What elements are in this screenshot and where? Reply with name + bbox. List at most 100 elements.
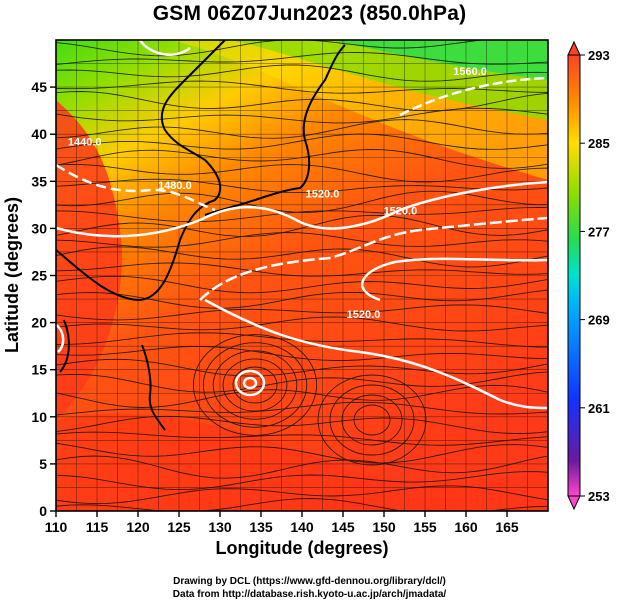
streamline-vortex — [222, 358, 288, 412]
colorbar-min-arrow — [567, 495, 581, 511]
x-axis-title: Longitude (degrees) — [215, 538, 388, 558]
footer-credit-drawing: Drawing by DCL (https://www.gfd-dennou.o… — [173, 576, 446, 587]
streamline-eddy — [317, 374, 427, 466]
colorbar-ticks: 293 285 277 269 261 253 — [580, 48, 610, 504]
contour-1560 — [399, 76, 548, 117]
streamline — [56, 304, 548, 321]
streamline — [56, 133, 548, 150]
x-tick-label: 145 — [331, 519, 355, 535]
x-tick-label: 125 — [167, 519, 191, 535]
streamline-vortex — [202, 342, 308, 428]
streamline-vortex — [212, 350, 298, 420]
y-tick-label: 35 — [31, 173, 47, 189]
x-tick-label: 165 — [495, 519, 519, 535]
colorbar-max-arrow — [567, 40, 581, 56]
colorbar-tick-label: 277 — [588, 224, 610, 239]
y-tick-label: 45 — [31, 79, 47, 95]
y-tick-label: 25 — [31, 268, 47, 284]
contour-label: 1520.0 — [347, 309, 381, 321]
streamline — [56, 262, 548, 277]
streamline — [56, 346, 548, 361]
streamline — [56, 40, 548, 57]
footer-credit-data: Data from http://database.rish.kyoto-u.a… — [172, 589, 447, 600]
contour-1440 — [56, 163, 216, 212]
x-tick-label: 160 — [454, 519, 478, 535]
coastline-japan — [204, 44, 346, 216]
streamline — [56, 415, 548, 434]
x-tick-label: 155 — [413, 519, 437, 535]
coastline-asia — [56, 40, 226, 302]
colorbar-tick-label: 285 — [588, 136, 610, 151]
colorbar: 293 285 277 269 261 253 — [567, 40, 610, 511]
x-tick-label: 150 — [372, 519, 396, 535]
coastlines — [56, 40, 346, 431]
coastline-hainan — [59, 319, 70, 373]
contour-1520-south — [204, 298, 548, 410]
streamline — [56, 246, 548, 268]
warm-region-west — [56, 100, 122, 420]
contour-labels: 1440.0 1480.0 1520.0 1520.0 1520.0 1560.0 — [68, 66, 487, 321]
colorbar-body — [567, 54, 581, 497]
contour-1480 — [56, 180, 548, 238]
streamline — [56, 163, 548, 183]
geopotential-contours — [56, 40, 548, 410]
streamline — [56, 401, 548, 416]
streamline — [56, 442, 548, 464]
streamline-eddy — [353, 404, 391, 436]
contour-hainan — [56, 323, 65, 353]
y-tick-label: 30 — [31, 220, 47, 236]
typhoon-contour-inner — [242, 376, 258, 390]
streamline — [56, 91, 548, 112]
x-tick-label: 130 — [208, 519, 232, 535]
y-tick-label: 15 — [31, 362, 47, 378]
contour-1560-north — [138, 40, 191, 56]
streamline — [56, 431, 548, 446]
y-tick-label: 5 — [39, 456, 47, 472]
contour-1520-north — [199, 216, 548, 301]
x-tick-label: 135 — [249, 519, 273, 535]
colorbar-tick-label: 253 — [588, 489, 610, 504]
streamline — [56, 275, 548, 294]
contour-1520-mid — [361, 257, 548, 302]
streamline-vortex — [232, 366, 278, 404]
streamline — [56, 178, 548, 194]
y-axis-title: Latitude (degrees) — [2, 197, 22, 353]
streamline — [56, 289, 548, 309]
streamline-eddy — [329, 384, 415, 456]
streamline — [56, 384, 548, 408]
streamline — [56, 232, 548, 248]
y-axis-ticks: 0 5 10 15 20 25 30 35 40 45 — [31, 79, 56, 519]
x-tick-label: 110 — [45, 519, 68, 535]
streamline — [56, 206, 548, 223]
contour-label: 1560.0 — [453, 66, 487, 78]
streamline — [56, 485, 548, 505]
colorbar-tick-label: 261 — [588, 401, 610, 416]
plot-area: 1440.0 1480.0 1520.0 1520.0 1520.0 1560.0 — [56, 40, 548, 511]
streamline — [56, 358, 548, 377]
y-tick-label: 20 — [31, 315, 47, 331]
x-tick-label: 115 — [86, 519, 109, 535]
typhoon-contour-outer — [234, 369, 266, 397]
streamline — [56, 64, 548, 82]
streamline — [56, 149, 548, 169]
x-axis-ticks: 110 115 120 125 130 135 140 145 150 155 160 165 — [45, 511, 519, 535]
contour-label: 1480.0 — [158, 180, 192, 192]
map-title: GSM 06Z07Jun2023 (850.0hPa) — [152, 2, 467, 25]
y-tick-label: 10 — [31, 409, 47, 425]
contour-label: 1520.0 — [384, 205, 418, 217]
streamline — [56, 214, 548, 237]
colorbar-tick-label: 293 — [588, 48, 610, 63]
x-tick-label: 120 — [126, 519, 150, 535]
streamline — [56, 498, 548, 511]
coastline-philippines — [141, 344, 166, 431]
streamline — [56, 316, 548, 332]
streamline — [56, 455, 548, 479]
contour-label: 1440.0 — [68, 137, 102, 149]
streamline — [56, 471, 548, 491]
contour-label: 1520.0 — [306, 188, 340, 200]
colorbar-tick-label: 269 — [588, 313, 610, 328]
streamline — [56, 119, 548, 139]
x-tick-label: 140 — [290, 519, 314, 535]
streamline-vortex — [192, 334, 318, 436]
